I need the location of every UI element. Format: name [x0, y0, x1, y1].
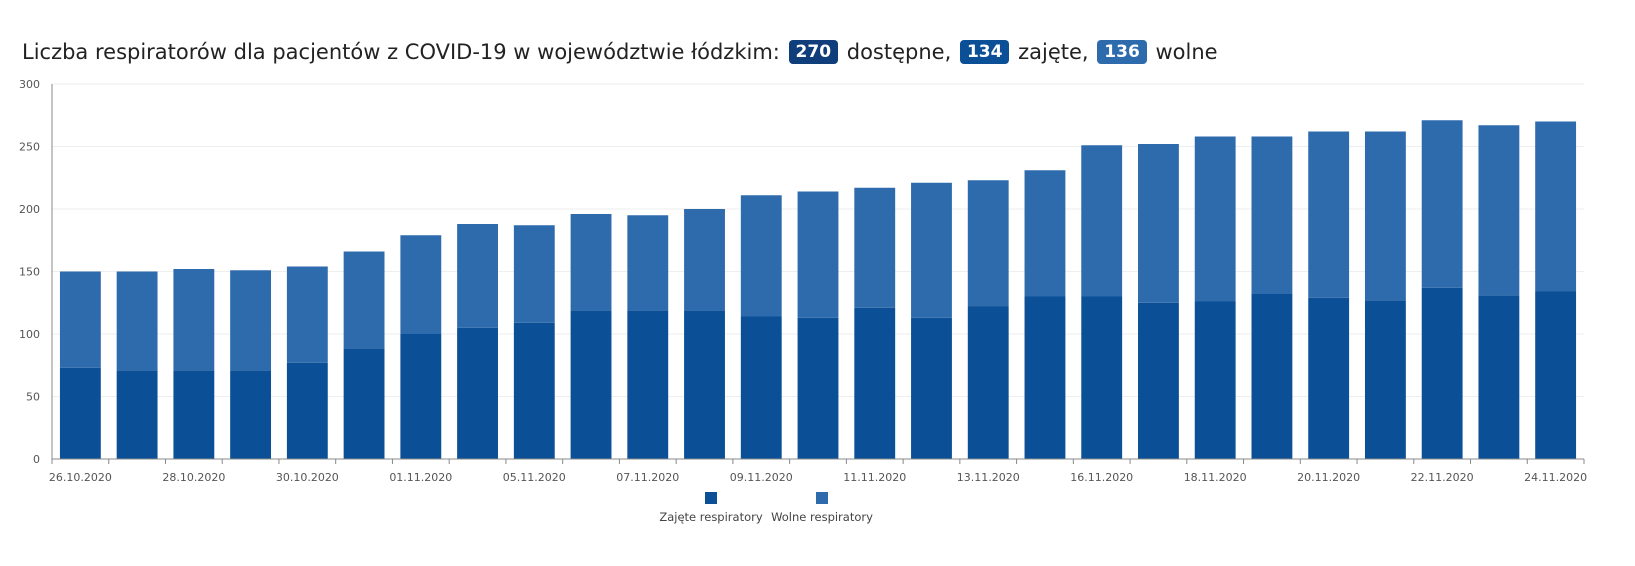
x-tick-label: 16.11.2020 [1070, 471, 1133, 484]
bar-free [513, 225, 555, 323]
bar-occupied [1535, 291, 1577, 459]
bar-free [1535, 121, 1577, 292]
x-tick-label: 20.11.2020 [1297, 471, 1360, 484]
bar-occupied [1364, 300, 1406, 459]
bar-free [627, 215, 669, 311]
x-tick-label: 28.10.2020 [162, 471, 225, 484]
y-tick-label: 0 [33, 453, 40, 466]
title-prefix: Liczba respiratorów dla pacjentów z COVI… [22, 40, 780, 64]
x-tick-label: 01.11.2020 [389, 471, 452, 484]
bar-occupied [1024, 296, 1066, 459]
x-tick-label: 07.11.2020 [616, 471, 679, 484]
x-tick-label: 13.11.2020 [957, 471, 1020, 484]
bar-occupied [627, 310, 669, 459]
bar-occupied [1251, 294, 1293, 459]
legend-swatch-free [816, 492, 828, 504]
bar-free [1478, 125, 1520, 296]
bar-occupied [1194, 301, 1236, 459]
available-count-badge: 270 [788, 40, 839, 64]
bar-occupied [1081, 296, 1123, 459]
bar-occupied [854, 307, 896, 459]
bar-occupied [967, 306, 1009, 459]
bar-free [1251, 136, 1293, 294]
x-tick-label: 22.11.2020 [1411, 471, 1474, 484]
y-tick-label: 200 [19, 203, 40, 216]
legend-label-occupied: Zajęte respiratory [659, 510, 763, 524]
bar-free [457, 224, 498, 328]
bar-free [1421, 120, 1463, 288]
x-tick-label: 18.11.2020 [1184, 471, 1247, 484]
bar-occupied [1308, 297, 1350, 459]
available-label: dostępne, [846, 40, 952, 64]
bar-free [1138, 144, 1179, 303]
bar-free [230, 270, 272, 371]
bar-free [740, 195, 782, 317]
bar-occupied [230, 370, 272, 459]
bar-occupied [911, 317, 952, 459]
bar-free [343, 251, 385, 349]
legend-label-free: Wolne respiratory [771, 510, 873, 524]
y-tick-label: 250 [19, 141, 40, 154]
bar-free [1194, 136, 1236, 302]
bar-free [173, 269, 215, 371]
bar-occupied [59, 367, 101, 459]
bar-occupied [797, 317, 839, 459]
bar-free [570, 214, 612, 311]
bar-free [1024, 170, 1066, 297]
bar-free [59, 271, 101, 368]
bar-free [116, 271, 158, 371]
legend-swatch-occupied [705, 492, 717, 504]
bar-occupied [513, 322, 555, 459]
y-tick-label: 150 [19, 266, 40, 279]
bar-free [684, 209, 725, 311]
bar-occupied [286, 362, 328, 459]
x-tick-label: 05.11.2020 [503, 471, 566, 484]
y-tick-label: 300 [19, 78, 40, 91]
bar-free [1081, 145, 1123, 297]
bar-free [911, 182, 952, 318]
x-tick-label: 26.10.2020 [49, 471, 112, 484]
x-tick-label: 30.10.2020 [276, 471, 339, 484]
bar-occupied [1138, 302, 1179, 459]
bar-occupied [173, 370, 215, 459]
y-tick-label: 50 [26, 391, 40, 404]
bar-free [854, 187, 896, 308]
bar-free [400, 235, 442, 334]
bar-occupied [570, 310, 612, 459]
y-tick-label: 100 [19, 328, 40, 341]
bar-occupied [343, 349, 385, 459]
free-label: wolne [1155, 40, 1218, 64]
x-tick-label: 24.11.2020 [1524, 471, 1587, 484]
bar-free [797, 191, 839, 318]
bar-occupied [400, 334, 442, 459]
bar-free [286, 266, 328, 363]
bar-occupied [684, 310, 725, 459]
bar-free [1364, 131, 1406, 301]
x-tick-label: 11.11.2020 [843, 471, 906, 484]
occupied-label: zajęte, [1018, 40, 1089, 64]
bar-occupied [457, 327, 498, 459]
bar-occupied [740, 316, 782, 459]
bar-free [967, 180, 1009, 307]
x-tick-label: 09.11.2020 [730, 471, 793, 484]
bar-free [1308, 131, 1350, 298]
bar-occupied [1478, 295, 1520, 459]
bar-occupied [1421, 287, 1463, 459]
bar-occupied [116, 370, 158, 459]
free-count-badge: 136 [1097, 40, 1147, 64]
occupied-count-badge: 134 [959, 40, 1010, 64]
chart-title: Liczba respiratorów dla pacjentów z COVI… [22, 37, 1218, 67]
